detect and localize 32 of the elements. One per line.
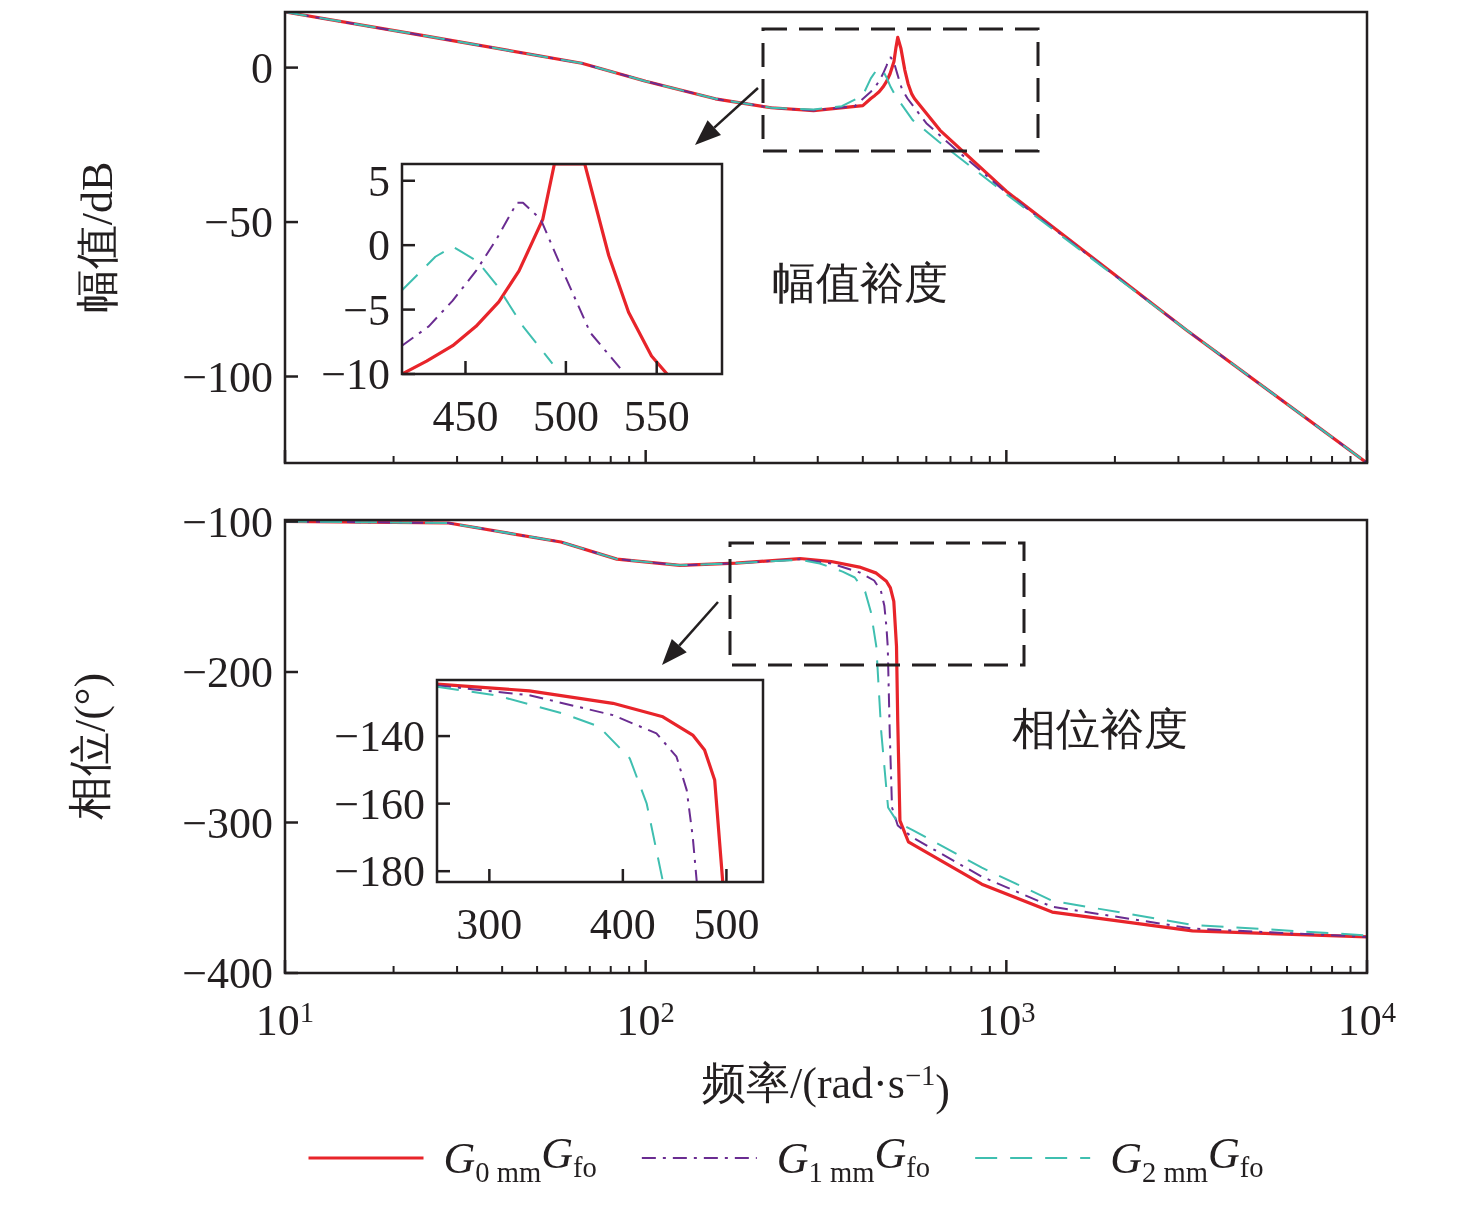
y-tick-label: 0: [251, 43, 273, 93]
x-tick-label: 550: [623, 392, 690, 441]
y-tick-label: 0: [368, 221, 390, 271]
legend-label: G$_{1 mm}$G$_{fo}$: [776, 1129, 931, 1188]
x-tick-label: 450: [432, 392, 499, 441]
y-tick-label: −140: [334, 712, 425, 762]
y-tick-label: −100: [182, 352, 273, 402]
y-tick-label: −100: [182, 497, 273, 547]
annotation: 相位裕度: [1012, 705, 1188, 754]
y-axis-title: 幅值/dB: [73, 161, 122, 314]
y-tick-label: 5: [368, 156, 390, 206]
y-tick-label: −300: [182, 798, 273, 848]
x-tick-label: 10$^{1}$: [255, 996, 315, 1045]
x-tick-label: 10$^{4}$: [1337, 996, 1397, 1045]
y-tick-label: −5: [343, 285, 390, 335]
y-tick-label: −50: [204, 198, 273, 248]
legend-label: G$_{0 mm}$G$_{fo}$: [443, 1129, 597, 1188]
x-axis-title: 频率/(rad·s$^{−1}$): [702, 1059, 950, 1115]
x-tick-label: 10$^{2}$: [616, 996, 675, 1045]
y-tick-label: −400: [182, 949, 273, 998]
legend-label: G$_{2 mm}$G$_{fo}$: [1110, 1129, 1264, 1188]
x-tick-label: 500: [532, 392, 599, 441]
x-tick-label: 10$^{3}$: [977, 996, 1036, 1045]
x-tick-label: 300: [456, 900, 523, 949]
y-tick-label: −10: [321, 350, 390, 399]
y-axis-title: 相位/(°): [66, 672, 115, 821]
y-tick-label: −180: [334, 847, 425, 897]
y-tick-label: −160: [334, 779, 425, 829]
y-tick-label: −200: [182, 648, 273, 697]
x-tick-label: 500: [693, 900, 760, 949]
x-tick-label: 400: [589, 900, 656, 949]
annotation: 幅值裕度: [772, 259, 948, 308]
